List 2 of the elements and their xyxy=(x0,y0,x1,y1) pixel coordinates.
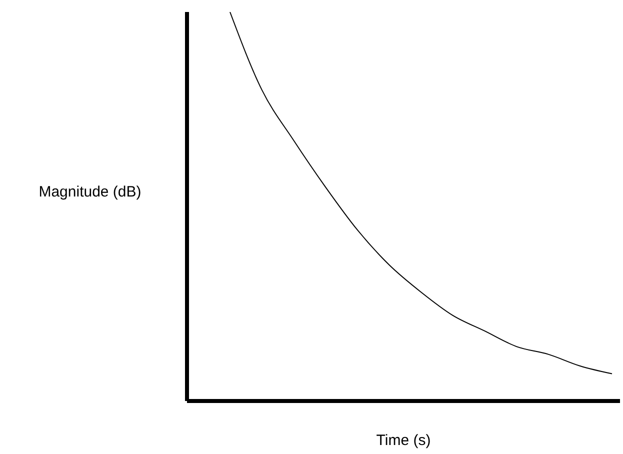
x-axis-title: Time (s) xyxy=(376,432,431,449)
y-axis-title: Magnitude (dB) xyxy=(38,184,142,200)
